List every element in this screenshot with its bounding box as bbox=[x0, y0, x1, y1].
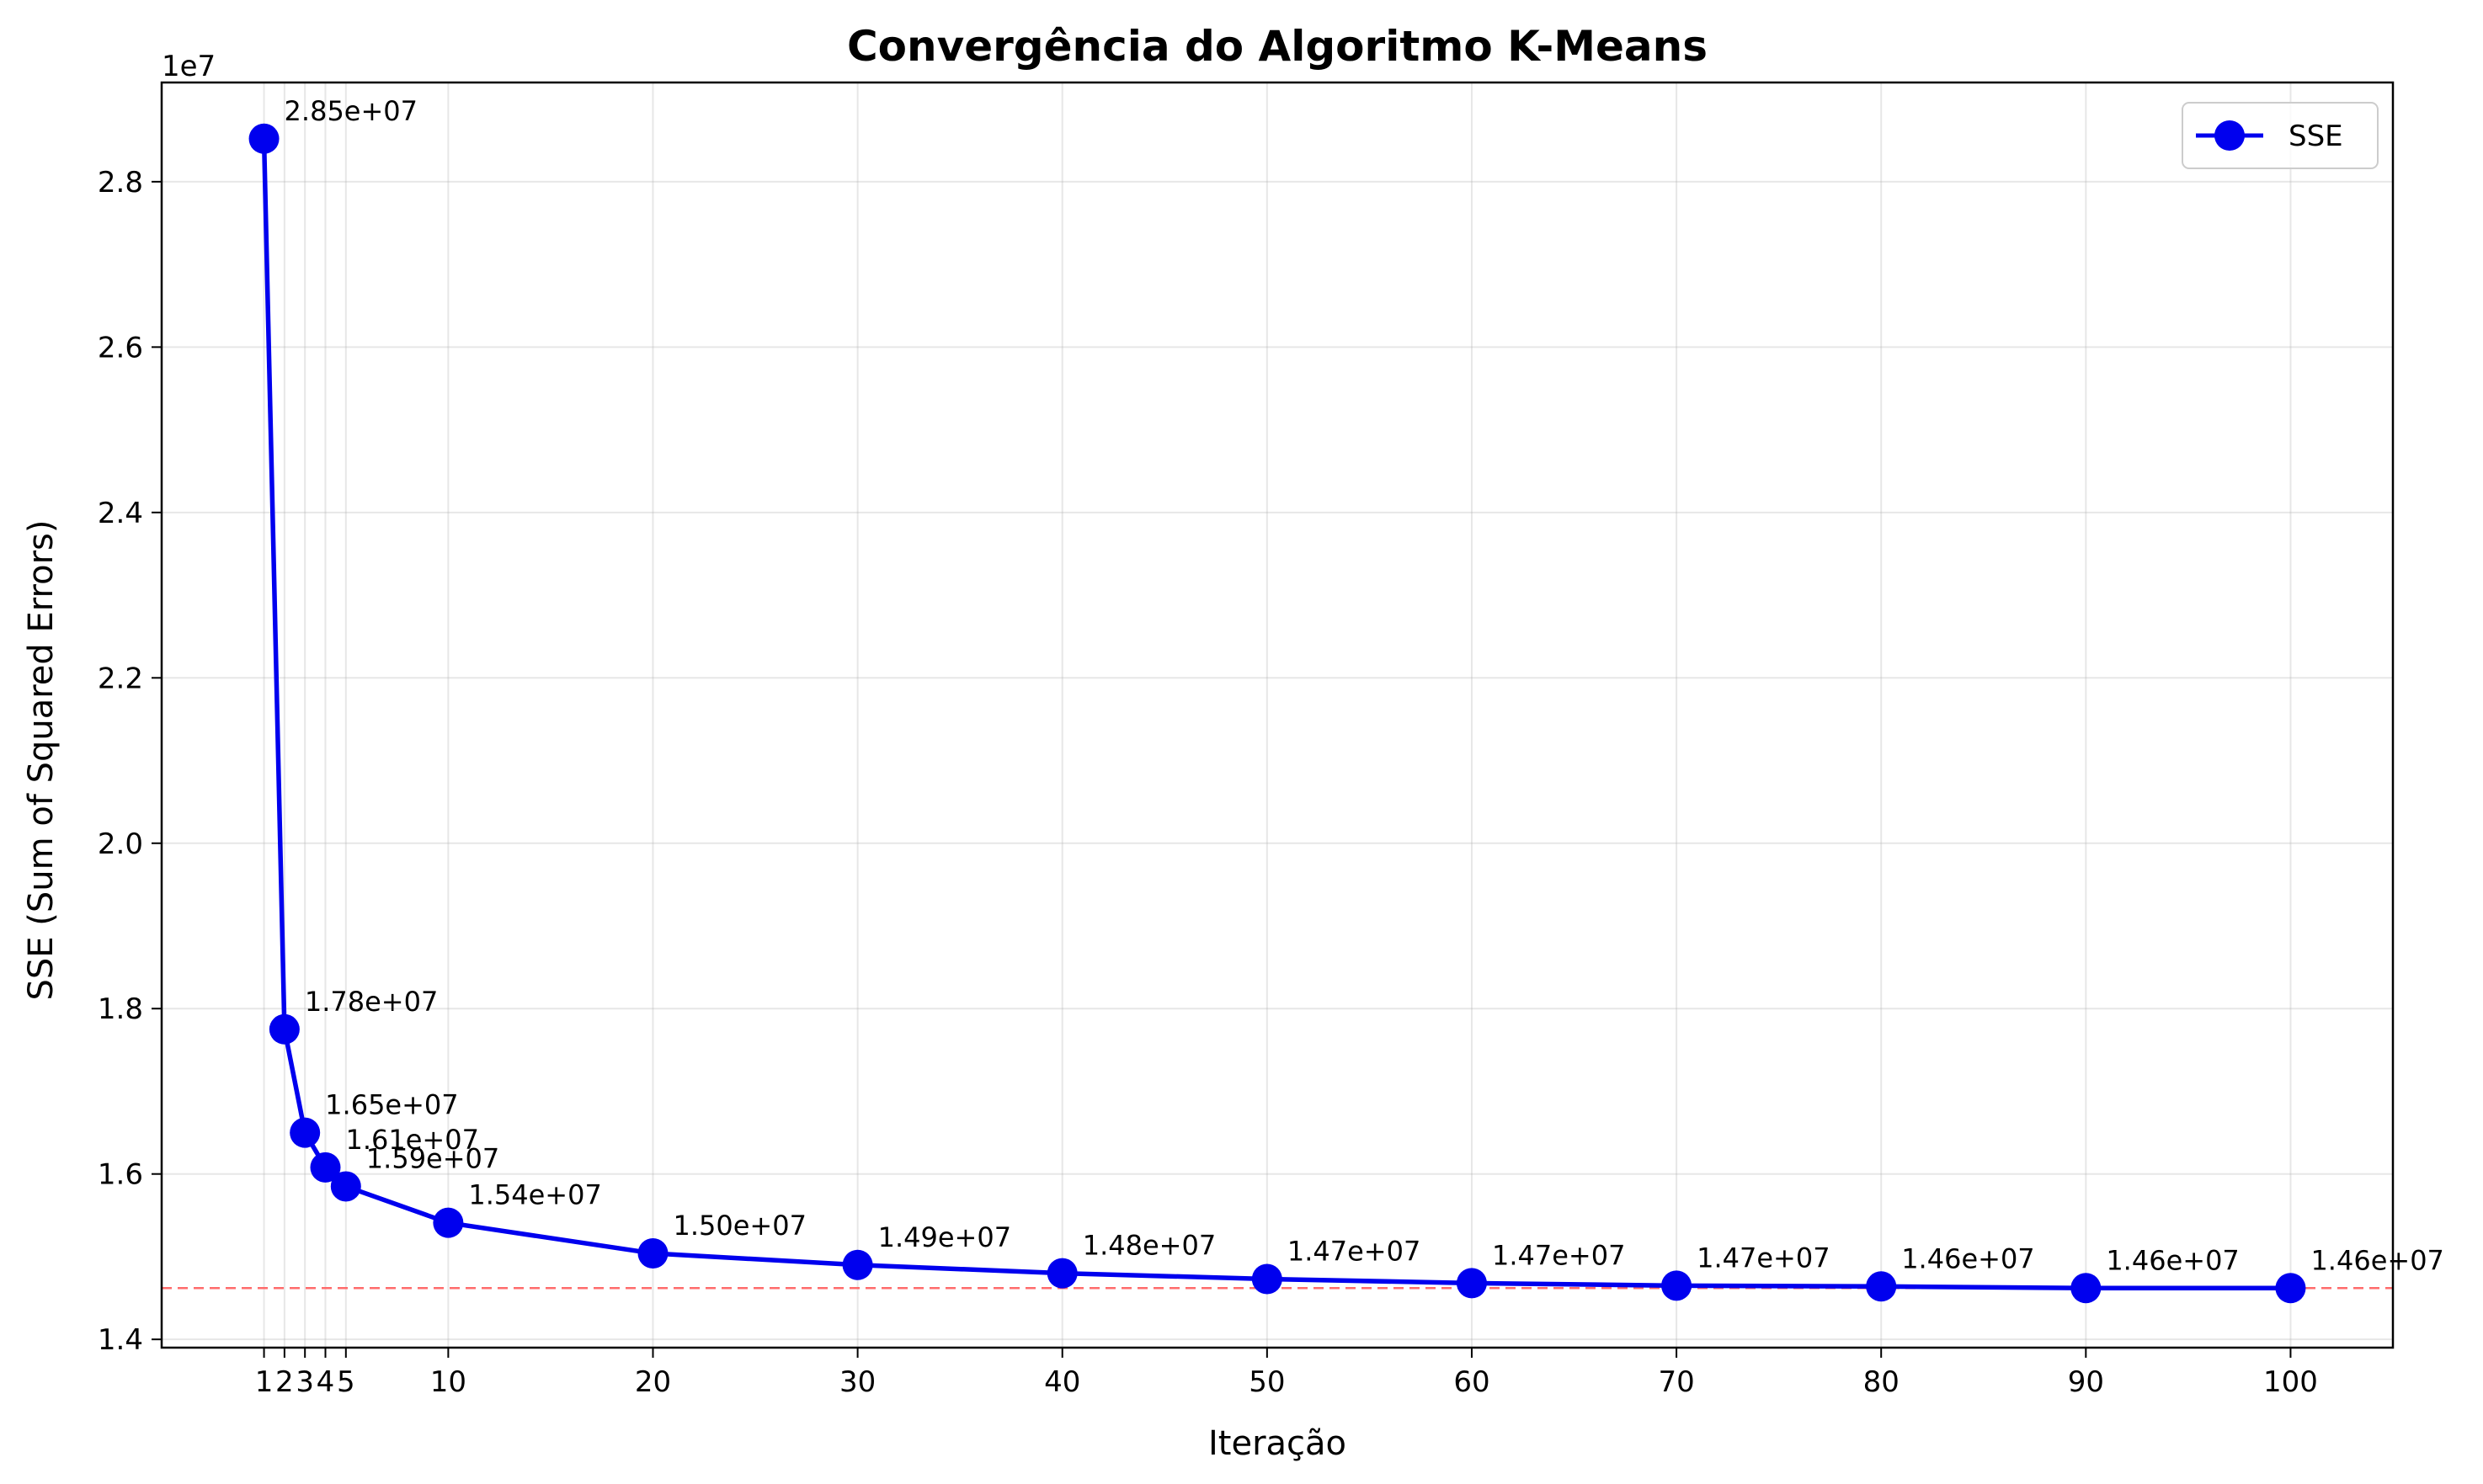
y-axis-label: SSE (Sum of Squared Errors) bbox=[22, 520, 61, 1001]
x-tick-label: 100 bbox=[2263, 1365, 2318, 1399]
data-point bbox=[248, 123, 280, 154]
data-label: 1.48e+07 bbox=[1083, 1230, 1216, 1262]
x-tick-label: 20 bbox=[635, 1365, 671, 1399]
y-tick-label: 1.6 bbox=[98, 1158, 143, 1192]
x-tick-label: 10 bbox=[430, 1365, 466, 1399]
x-tick-label: 40 bbox=[1044, 1365, 1080, 1399]
data-point bbox=[310, 1152, 341, 1183]
y-tick-label: 2.6 bbox=[98, 331, 143, 364]
data-label: 1.46e+07 bbox=[2310, 1244, 2443, 1276]
data-point bbox=[269, 1013, 300, 1045]
data-label: 2.85e+07 bbox=[285, 95, 418, 127]
data-point bbox=[1456, 1268, 1487, 1299]
x-tick-label: 1 bbox=[255, 1365, 274, 1399]
data-point bbox=[2275, 1273, 2306, 1304]
legend-label-sse: SSE bbox=[2289, 120, 2343, 153]
y-axis-ticks: 1.4 1.6 1.8 2.0 2.2 2.4 2.6 2.8 bbox=[98, 166, 162, 1357]
data-label: 1.46e+07 bbox=[2106, 1244, 2239, 1276]
legend-marker-swatch bbox=[2214, 120, 2245, 151]
series-line-sse bbox=[261, 138, 2291, 1291]
y-tick-label: 1.4 bbox=[98, 1323, 143, 1357]
data-label: 1.59e+07 bbox=[366, 1142, 499, 1174]
y-axis-offset-label: 1e7 bbox=[162, 50, 216, 83]
data-labels: 2.85e+07 1.78e+07 1.65e+071.61e+071.59e+07… bbox=[285, 95, 2444, 1276]
y-tick-label: 2.0 bbox=[98, 827, 143, 861]
y-tick-label: 2.2 bbox=[98, 662, 143, 695]
data-label: 1.47e+07 bbox=[1697, 1242, 1830, 1274]
x-tick-label: 2 bbox=[275, 1365, 294, 1399]
data-label: 1.47e+07 bbox=[1492, 1239, 1625, 1271]
x-tick-label: 60 bbox=[1453, 1365, 1489, 1399]
data-label: 1.61e+07 bbox=[345, 1124, 478, 1156]
chart-title: Convergência do Algoritmo K-Means bbox=[847, 22, 1708, 71]
plot-frame bbox=[160, 81, 2395, 1349]
grid bbox=[162, 82, 2393, 1348]
series-layer bbox=[248, 123, 2306, 1304]
data-point bbox=[842, 1249, 873, 1280]
data-label: 1.78e+07 bbox=[305, 986, 438, 1018]
data-label: 1.65e+07 bbox=[325, 1089, 458, 1121]
y-tick-label: 2.8 bbox=[98, 166, 143, 199]
x-tick-label: 5 bbox=[337, 1365, 355, 1399]
data-label: 1.47e+07 bbox=[1287, 1235, 1420, 1267]
legend-box bbox=[2182, 102, 2379, 169]
data-label: 1.50e+07 bbox=[673, 1210, 806, 1242]
y-tick-label: 2.4 bbox=[98, 497, 143, 530]
y-tick-label: 1.8 bbox=[98, 992, 143, 1026]
data-point bbox=[330, 1171, 361, 1202]
data-point bbox=[1661, 1270, 1692, 1301]
data-point bbox=[2070, 1273, 2102, 1304]
data-point bbox=[1047, 1258, 1078, 1289]
x-tick-label: 90 bbox=[2068, 1365, 2104, 1399]
x-axis-ticks: 1 2 3 4 5 10 20 30 40 50 60 70 80 90 100 bbox=[255, 1348, 2318, 1399]
x-tick-label: 50 bbox=[1249, 1365, 1285, 1399]
x-tick-label: 4 bbox=[317, 1365, 335, 1399]
x-tick-label: 80 bbox=[1863, 1365, 1900, 1399]
data-point bbox=[1251, 1263, 1282, 1295]
data-label: 1.46e+07 bbox=[1901, 1242, 2034, 1274]
x-tick-label: 30 bbox=[839, 1365, 876, 1399]
data-point bbox=[290, 1117, 321, 1148]
data-point bbox=[637, 1238, 669, 1269]
x-axis-label: Iteração bbox=[1208, 1424, 1346, 1463]
x-tick-label: 70 bbox=[1658, 1365, 1694, 1399]
data-point bbox=[1866, 1271, 1897, 1302]
x-tick-label: 3 bbox=[296, 1365, 314, 1399]
data-point bbox=[433, 1207, 464, 1238]
data-label: 1.54e+07 bbox=[468, 1179, 601, 1211]
data-label: 1.49e+07 bbox=[878, 1221, 1011, 1253]
legend: SSE bbox=[2182, 102, 2379, 169]
